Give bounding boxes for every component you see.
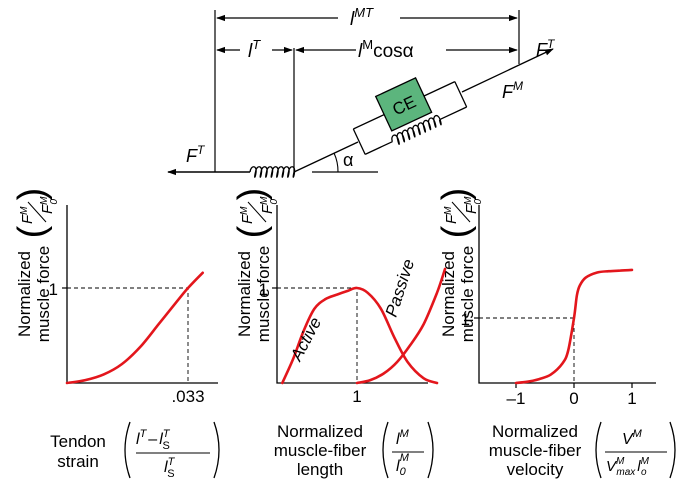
velocity-ylabel: Normalized muscle force ( ) FM FM0	[435, 188, 484, 343]
contractile-element-box	[374, 77, 433, 132]
velocity-xtick-label-0: 0	[569, 389, 578, 408]
tendon-xlabel: Tendon strain lT – lT S lT S	[50, 421, 220, 480]
svg-text:strain: strain	[57, 452, 99, 471]
svg-text:Normalized: Normalized	[492, 422, 578, 441]
fm-label: FM	[502, 79, 523, 102]
length-ytick-label: 1	[259, 280, 268, 299]
svg-text:muscle force: muscle force	[254, 246, 273, 342]
length-xlabel: Normalized muscle-fiber length lM l0M	[274, 421, 434, 479]
muscle-block: CE	[352, 77, 468, 155]
svg-text:muscle force: muscle force	[458, 246, 477, 342]
svg-text:(: (	[231, 225, 273, 238]
force-velocity-curve	[514, 268, 634, 385]
length-xtick-label: 1	[352, 387, 361, 406]
tendon-ytick-label: 1	[49, 280, 58, 299]
svg-text:muscle-fiber: muscle-fiber	[274, 441, 367, 460]
tendon-force-strain-curve	[65, 271, 204, 385]
svg-text:lTS: lT S	[164, 456, 176, 480]
svg-text:muscle-fiber: muscle-fiber	[489, 441, 582, 460]
tendon-chart: 1 .033	[49, 205, 218, 406]
svg-text:velocity: velocity	[507, 460, 564, 479]
svg-text:lM: lM	[396, 428, 410, 448]
svg-text:FM: FM	[443, 206, 460, 224]
svg-text:): )	[231, 188, 273, 201]
active-label: Active	[286, 314, 325, 365]
lt-label: lT	[248, 37, 261, 62]
velocity-xtick-label-neg1: –1	[507, 389, 526, 408]
svg-text:Tendon: Tendon	[50, 432, 106, 451]
svg-text:FM0: FM0	[259, 196, 280, 214]
alpha-label: α	[343, 150, 353, 170]
svg-text:Normalized: Normalized	[15, 251, 34, 337]
length-ylabel: Normalized muscle force ( ) FM FM0	[231, 188, 280, 343]
svg-text:(: (	[11, 225, 53, 238]
svg-text:Normalized: Normalized	[235, 251, 254, 337]
svg-text:muscle force: muscle force	[34, 246, 53, 342]
parallel-elastic-spring	[391, 114, 442, 145]
svg-text:length: length	[297, 460, 343, 479]
velocity-reference-lines	[479, 317, 575, 383]
length-chart: 1 1 Active Passive	[259, 205, 447, 406]
alpha-arc	[333, 152, 339, 173]
tendon-reference-lines	[67, 287, 189, 383]
passive-label: Passive	[382, 257, 418, 319]
tendon-ylabel: Normalized muscle force ( ) FM FM0	[11, 188, 60, 343]
velocity-xlabel: Normalized muscle-fiber velocity VM VM ma…	[489, 421, 676, 479]
tendon-axes	[66, 205, 218, 384]
svg-text:): )	[435, 188, 477, 201]
svg-text:lT–lTS: lT – lT S	[136, 428, 171, 452]
length-axes	[276, 205, 428, 384]
ft-left-label: FT	[186, 143, 206, 166]
svg-text:FM0: FM0	[39, 196, 60, 214]
velocity-ytick-label: 1	[461, 310, 470, 329]
svg-text:VM: VM	[622, 428, 643, 448]
velocity-chart: 1 –1 0 1	[461, 205, 656, 408]
svg-text:l0M: l0M	[396, 452, 410, 478]
ft-right-label: FT	[536, 37, 556, 60]
svg-text:): )	[11, 188, 53, 201]
lm-cos-label: lMcosα	[358, 37, 414, 62]
svg-text:FM0: FM0	[463, 196, 484, 214]
svg-text:FM: FM	[19, 206, 36, 224]
svg-text:Normalized: Normalized	[277, 422, 363, 441]
passive-force-length-curve	[355, 267, 447, 385]
line-of-action-lower	[293, 141, 359, 173]
active-force-length-curve	[281, 286, 439, 385]
svg-text:FM: FM	[239, 206, 256, 224]
tendon-xtick-label: .033	[171, 387, 204, 406]
velocity-axes	[478, 205, 656, 384]
tendon-spring	[249, 166, 296, 178]
muscle-tendon-schematic: lMT lT lMcosα FT α CE	[167, 5, 556, 178]
lmt-label: lMT	[350, 5, 374, 30]
velocity-xtick-label-pos1: 1	[627, 389, 636, 408]
svg-text:(: (	[435, 225, 477, 238]
line-of-action-upper	[461, 48, 554, 93]
svg-text:Normalized: Normalized	[439, 251, 458, 337]
